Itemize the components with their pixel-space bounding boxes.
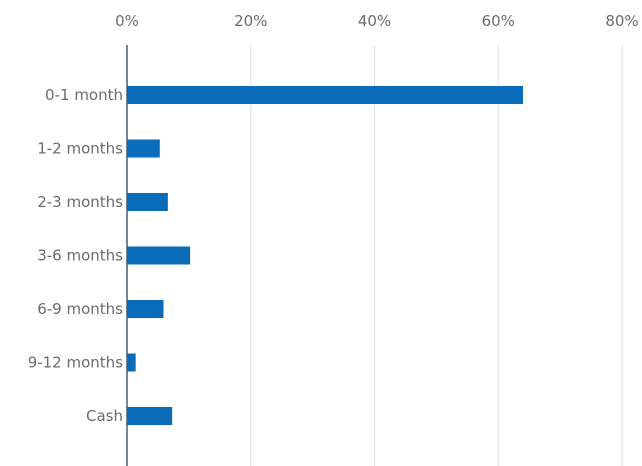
bar bbox=[127, 193, 168, 211]
category-label: 1-2 months bbox=[37, 140, 123, 158]
x-tick-label: 60% bbox=[482, 12, 515, 30]
gridlines bbox=[250, 45, 623, 466]
x-tick-label: 20% bbox=[234, 12, 267, 30]
bar bbox=[127, 139, 160, 158]
x-tick-label: 80% bbox=[605, 12, 638, 30]
x-axis-ticks: 0% 20% 40% 60% 80% bbox=[115, 12, 639, 30]
category-label: 3-6 months bbox=[37, 247, 123, 265]
category-label: 9-12 months bbox=[28, 354, 123, 372]
bars bbox=[127, 86, 523, 425]
x-tick-label: 40% bbox=[358, 12, 391, 30]
bar bbox=[127, 246, 191, 265]
category-label: Cash bbox=[86, 407, 123, 425]
bar bbox=[127, 300, 164, 318]
bar bbox=[127, 353, 136, 372]
bar bbox=[127, 407, 173, 425]
category-labels: 0-1 month 1-2 months 2-3 months 3-6 months 6… bbox=[28, 86, 123, 425]
category-label: 0-1 month bbox=[45, 86, 123, 104]
category-label: 2-3 months bbox=[37, 193, 123, 211]
x-tick-label: 0% bbox=[115, 12, 139, 30]
bar bbox=[127, 86, 523, 104]
category-label: 6-9 months bbox=[37, 300, 123, 318]
